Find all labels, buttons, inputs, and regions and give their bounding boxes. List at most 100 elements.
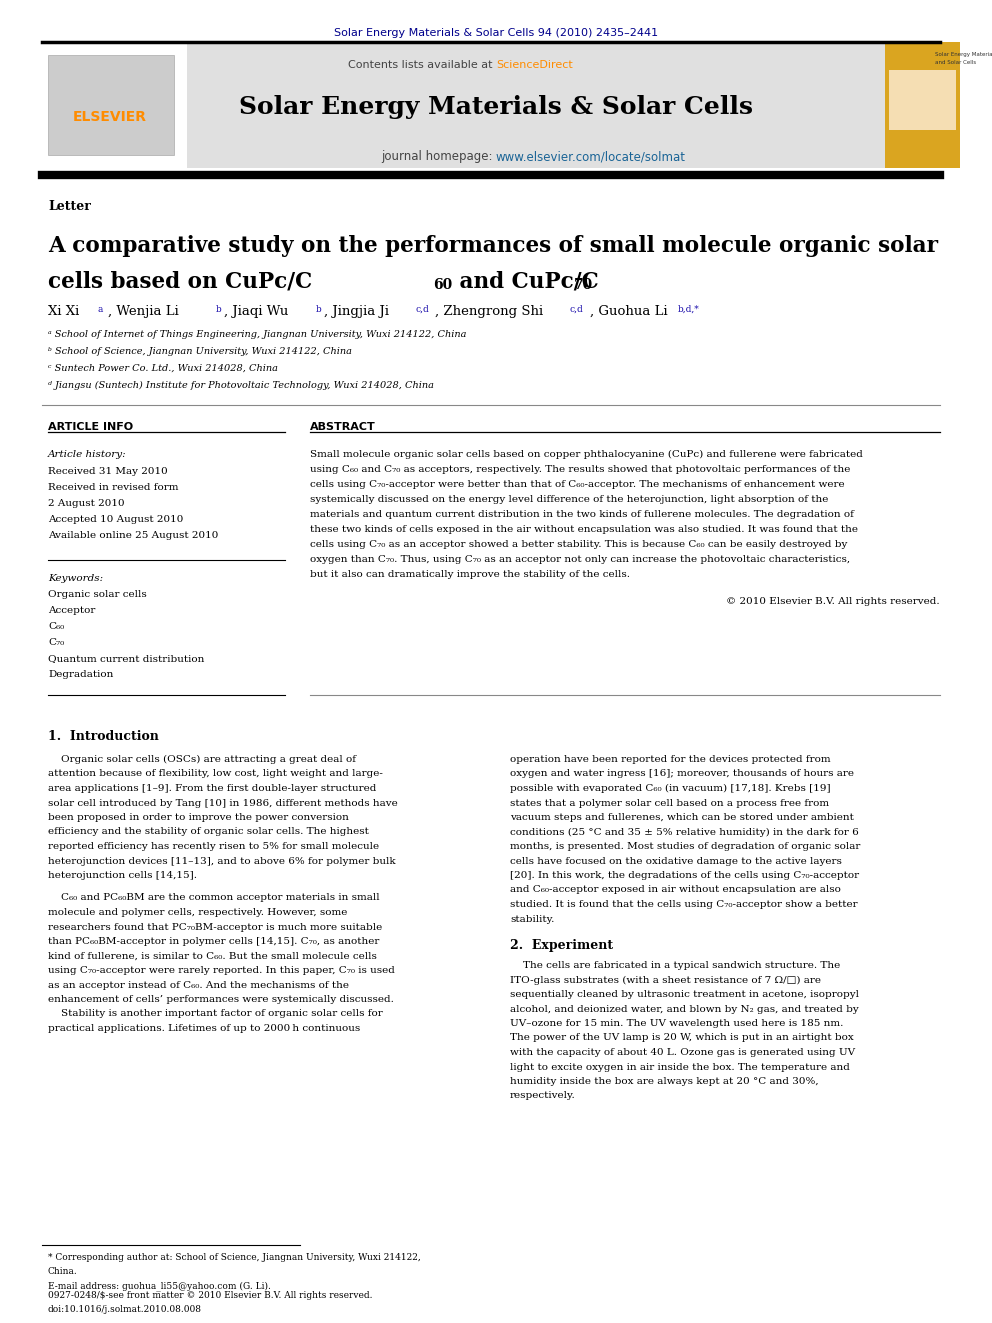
Text: Received in revised form: Received in revised form bbox=[48, 483, 179, 492]
Text: 2.  Experiment: 2. Experiment bbox=[510, 939, 613, 953]
Text: Available online 25 August 2010: Available online 25 August 2010 bbox=[48, 531, 218, 540]
Text: using C₆₀ and C₇₀ as acceptors, respectively. The results showed that photovolta: using C₆₀ and C₇₀ as acceptors, respecti… bbox=[310, 464, 850, 474]
Text: been proposed in order to improve the power conversion: been proposed in order to improve the po… bbox=[48, 814, 349, 822]
Text: Degradation: Degradation bbox=[48, 669, 113, 679]
Text: 2 August 2010: 2 August 2010 bbox=[48, 499, 125, 508]
Text: Contents lists available at: Contents lists available at bbox=[348, 60, 496, 70]
Bar bbox=[889, 70, 956, 130]
Text: but it also can dramatically improve the stability of the cells.: but it also can dramatically improve the… bbox=[310, 570, 630, 579]
Text: The cells are fabricated in a typical sandwich structure. The: The cells are fabricated in a typical sa… bbox=[510, 960, 840, 970]
Text: oxygen than C₇₀. Thus, using C₇₀ as an acceptor not only can increase the photov: oxygen than C₇₀. Thus, using C₇₀ as an a… bbox=[310, 556, 850, 564]
Text: kind of fullerene, is similar to C₆₀. But the small molecule cells: kind of fullerene, is similar to C₆₀. Bu… bbox=[48, 951, 377, 960]
Text: Small molecule organic solar cells based on copper phthalocyanine (CuPc) and ful: Small molecule organic solar cells based… bbox=[310, 450, 863, 459]
Text: practical applications. Lifetimes of up to 2000 h continuous: practical applications. Lifetimes of up … bbox=[48, 1024, 360, 1033]
Text: 0927-0248/$-see front matter © 2010 Elsevier B.V. All rights reserved.: 0927-0248/$-see front matter © 2010 Else… bbox=[48, 1291, 373, 1301]
Text: Quantum current distribution: Quantum current distribution bbox=[48, 654, 204, 663]
Text: Solar Energy Materials: Solar Energy Materials bbox=[935, 52, 992, 57]
Text: C₆₀ and PC₆₀BM are the common acceptor materials in small: C₆₀ and PC₆₀BM are the common acceptor m… bbox=[48, 893, 380, 902]
Text: doi:10.1016/j.solmat.2010.08.008: doi:10.1016/j.solmat.2010.08.008 bbox=[48, 1304, 202, 1314]
Text: reported efficiency has recently risen to 5% for small molecule: reported efficiency has recently risen t… bbox=[48, 841, 379, 851]
Text: possible with evaporated C₆₀ (in vacuum) [17,18]. Krebs [19]: possible with evaporated C₆₀ (in vacuum)… bbox=[510, 785, 830, 792]
Text: researchers found that PC₇₀BM-acceptor is much more suitable: researchers found that PC₇₀BM-acceptor i… bbox=[48, 922, 382, 931]
Text: Article history:: Article history: bbox=[48, 450, 127, 459]
Text: oxygen and water ingress [16]; moreover, thousands of hours are: oxygen and water ingress [16]; moreover,… bbox=[510, 770, 854, 778]
Text: a: a bbox=[98, 306, 103, 314]
Text: journal homepage:: journal homepage: bbox=[381, 149, 496, 163]
Text: Solar Energy Materials & Solar Cells 94 (2010) 2435–2441: Solar Energy Materials & Solar Cells 94 … bbox=[334, 28, 658, 38]
Text: molecule and polymer cells, respectively. However, some: molecule and polymer cells, respectively… bbox=[48, 908, 347, 917]
Text: ᵈ Jiangsu (Suntech) Institute for Photovoltaic Technology, Wuxi 214028, China: ᵈ Jiangsu (Suntech) Institute for Photov… bbox=[48, 381, 434, 390]
Text: Organic solar cells: Organic solar cells bbox=[48, 590, 147, 599]
Text: China.: China. bbox=[48, 1267, 77, 1275]
Text: , Zhengrong Shi: , Zhengrong Shi bbox=[435, 306, 544, 318]
Text: b,d,*: b,d,* bbox=[678, 306, 699, 314]
Text: A comparative study on the performances of small molecule organic solar: A comparative study on the performances … bbox=[48, 235, 938, 257]
Text: Received 31 May 2010: Received 31 May 2010 bbox=[48, 467, 168, 476]
Text: , Wenjia Li: , Wenjia Li bbox=[108, 306, 179, 318]
Text: months, is presented. Most studies of degradation of organic solar: months, is presented. Most studies of de… bbox=[510, 841, 860, 851]
Text: and Solar Cells: and Solar Cells bbox=[935, 60, 976, 65]
Text: using C₇₀-acceptor were rarely reported. In this paper, C₇₀ is used: using C₇₀-acceptor were rarely reported.… bbox=[48, 966, 395, 975]
Text: , Jingjia Ji: , Jingjia Ji bbox=[324, 306, 389, 318]
Text: The power of the UV lamp is 20 W, which is put in an airtight box: The power of the UV lamp is 20 W, which … bbox=[510, 1033, 854, 1043]
Text: Accepted 10 August 2010: Accepted 10 August 2010 bbox=[48, 515, 184, 524]
Bar bbox=[48, 56, 174, 155]
Text: and CuPc/C: and CuPc/C bbox=[452, 270, 599, 292]
Text: ELSEVIER: ELSEVIER bbox=[73, 110, 147, 124]
Text: * Corresponding author at: School of Science, Jiangnan University, Wuxi 214122,: * Corresponding author at: School of Sci… bbox=[48, 1253, 421, 1262]
Text: as an acceptor instead of C₆₀. And the mechanisms of the: as an acceptor instead of C₆₀. And the m… bbox=[48, 980, 349, 990]
Text: stability.: stability. bbox=[510, 914, 555, 923]
Text: sequentially cleaned by ultrasonic treatment in acetone, isopropyl: sequentially cleaned by ultrasonic treat… bbox=[510, 990, 859, 999]
Text: enhancement of cells’ performances were systemically discussed.: enhancement of cells’ performances were … bbox=[48, 995, 394, 1004]
Text: with the capacity of about 40 L. Ozone gas is generated using UV: with the capacity of about 40 L. Ozone g… bbox=[510, 1048, 855, 1057]
Text: area applications [1–9]. From the first double-layer structured: area applications [1–9]. From the first … bbox=[48, 785, 376, 792]
Bar bbox=[885, 42, 960, 168]
Text: humidity inside the box are always kept at 20 °C and 30%,: humidity inside the box are always kept … bbox=[510, 1077, 818, 1086]
Text: than PC₆₀BM-acceptor in polymer cells [14,15]. C₇₀, as another: than PC₆₀BM-acceptor in polymer cells [1… bbox=[48, 937, 379, 946]
Text: 70: 70 bbox=[574, 278, 593, 292]
Text: materials and quantum current distribution in the two kinds of fullerene molecul: materials and quantum current distributi… bbox=[310, 509, 854, 519]
Text: C₇₀: C₇₀ bbox=[48, 638, 64, 647]
Text: ITO-glass substrates (with a sheet resistance of 7 Ω/□) are: ITO-glass substrates (with a sheet resis… bbox=[510, 975, 821, 984]
Text: ᶜ Suntech Power Co. Ltd., Wuxi 214028, China: ᶜ Suntech Power Co. Ltd., Wuxi 214028, C… bbox=[48, 364, 278, 373]
Text: ᵃ School of Internet of Things Engineering, Jiangnan University, Wuxi 214122, Ch: ᵃ School of Internet of Things Engineeri… bbox=[48, 329, 466, 339]
Text: vacuum steps and fullerenes, which can be stored under ambient: vacuum steps and fullerenes, which can b… bbox=[510, 814, 854, 822]
Text: efficiency and the stability of organic solar cells. The highest: efficiency and the stability of organic … bbox=[48, 827, 369, 836]
Text: systemically discussed on the energy level difference of the heterojunction, lig: systemically discussed on the energy lev… bbox=[310, 495, 828, 504]
Text: these two kinds of cells exposed in the air without encapsulation was also studi: these two kinds of cells exposed in the … bbox=[310, 525, 858, 534]
Text: light to excite oxygen in air inside the box. The temperature and: light to excite oxygen in air inside the… bbox=[510, 1062, 850, 1072]
Text: Acceptor: Acceptor bbox=[48, 606, 95, 615]
Text: respectively.: respectively. bbox=[510, 1091, 575, 1101]
Text: Organic solar cells (OSCs) are attracting a great deal of: Organic solar cells (OSCs) are attractin… bbox=[48, 755, 356, 765]
Text: C₆₀: C₆₀ bbox=[48, 622, 64, 631]
Text: cells using C₇₀-acceptor were better than that of C₆₀-acceptor. The mechanisms o: cells using C₇₀-acceptor were better tha… bbox=[310, 480, 844, 490]
Text: UV–ozone for 15 min. The UV wavelength used here is 185 nm.: UV–ozone for 15 min. The UV wavelength u… bbox=[510, 1019, 843, 1028]
Text: solar cell introduced by Tang [10] in 1986, different methods have: solar cell introduced by Tang [10] in 19… bbox=[48, 799, 398, 807]
Text: conditions (25 °C and 35 ± 5% relative humidity) in the dark for 6: conditions (25 °C and 35 ± 5% relative h… bbox=[510, 827, 859, 836]
Text: Keywords:: Keywords: bbox=[48, 574, 103, 583]
Text: 1.  Introduction: 1. Introduction bbox=[48, 730, 159, 744]
Text: states that a polymer solar cell based on a process free from: states that a polymer solar cell based o… bbox=[510, 799, 829, 807]
Text: Xi Xi: Xi Xi bbox=[48, 306, 79, 318]
Text: ARTICLE INFO: ARTICLE INFO bbox=[48, 422, 133, 433]
Text: and C₆₀-acceptor exposed in air without encapsulation are also: and C₆₀-acceptor exposed in air without … bbox=[510, 885, 841, 894]
Text: cells using C₇₀ as an acceptor showed a better stability. This is because C₆₀ ca: cells using C₇₀ as an acceptor showed a … bbox=[310, 540, 847, 549]
Text: cells have focused on the oxidative damage to the active layers: cells have focused on the oxidative dama… bbox=[510, 856, 842, 865]
Text: [20]. In this work, the degradations of the cells using C₇₀-acceptor: [20]. In this work, the degradations of … bbox=[510, 871, 859, 880]
Text: www.elsevier.com/locate/solmat: www.elsevier.com/locate/solmat bbox=[496, 149, 686, 163]
Text: heterojunction devices [11–13], and to above 6% for polymer bulk: heterojunction devices [11–13], and to a… bbox=[48, 856, 396, 865]
Text: ScienceDirect: ScienceDirect bbox=[496, 60, 572, 70]
Text: E-mail address: guohua_li55@yahoo.com (G. Li).: E-mail address: guohua_li55@yahoo.com (G… bbox=[48, 1281, 271, 1291]
Text: studied. It is found that the cells using C₇₀-acceptor show a better: studied. It is found that the cells usin… bbox=[510, 900, 858, 909]
Text: b: b bbox=[216, 306, 222, 314]
Text: attention because of flexibility, low cost, light weight and large-: attention because of flexibility, low co… bbox=[48, 770, 383, 778]
Text: cells based on CuPc/C: cells based on CuPc/C bbox=[48, 270, 312, 292]
Text: ᵇ School of Science, Jiangnan University, Wuxi 214122, China: ᵇ School of Science, Jiangnan University… bbox=[48, 347, 352, 356]
Text: 60: 60 bbox=[433, 278, 452, 292]
Bar bbox=[42, 42, 187, 168]
Bar bbox=[187, 42, 885, 168]
Text: c,d: c,d bbox=[570, 306, 583, 314]
Text: Solar Energy Materials & Solar Cells: Solar Energy Materials & Solar Cells bbox=[239, 95, 753, 119]
Text: , Guohua Li: , Guohua Li bbox=[590, 306, 668, 318]
Text: © 2010 Elsevier B.V. All rights reserved.: © 2010 Elsevier B.V. All rights reserved… bbox=[726, 597, 940, 606]
